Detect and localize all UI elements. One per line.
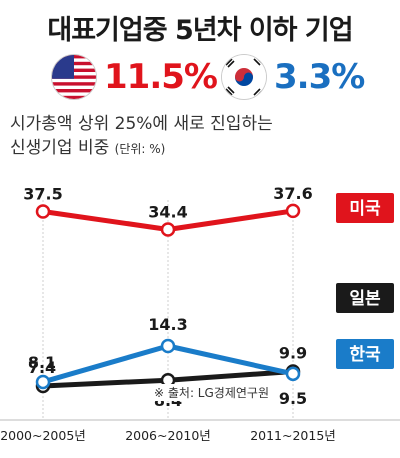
legend-label: 한국 xyxy=(349,345,381,365)
legend-tag-한국 xyxy=(336,339,394,369)
data-label: 8.1 xyxy=(28,353,56,372)
x-tick-label: 2011~2015년 xyxy=(250,428,336,443)
unit-label: (단위: %) xyxy=(114,142,166,156)
data-label: 37.5 xyxy=(23,185,62,204)
data-label: 34.4 xyxy=(148,202,187,221)
us-headline: 11.5% xyxy=(52,54,218,100)
legend-label: 일본 xyxy=(349,289,381,309)
data-label: 7.4 xyxy=(28,358,56,377)
subtitle-line1: 시가총액 상위 25%에 새로 진입하는 xyxy=(10,114,273,134)
korea-ratio: 3.3% xyxy=(274,57,365,97)
data-label: 9.9 xyxy=(279,344,307,363)
data-label: 9.5 xyxy=(279,389,307,408)
data-point xyxy=(160,222,176,237)
x-tick-label: 2000~2005년 xyxy=(0,428,86,443)
x-tick-label: 2006~2010년 xyxy=(125,428,211,443)
chart-title: 대표기업중 5년차 이하 기업 xyxy=(47,15,353,46)
data-point xyxy=(285,366,301,382)
chart-subtitle: 시가총액 상위 25%에 새로 진입하는 신생기업 비중 (단위: %) xyxy=(10,112,273,161)
legend-tag-일본 xyxy=(336,283,394,313)
data-label: 37.6 xyxy=(273,184,312,203)
korea-flag-icon xyxy=(222,55,266,99)
data-point xyxy=(35,204,51,219)
source-note: ※ 출처: LG경제연구원 xyxy=(152,384,271,401)
us-ratio: 11.5% xyxy=(104,57,218,97)
data-point xyxy=(160,338,176,354)
korea-headline: 3.3% xyxy=(222,54,365,100)
legend-tag-미국 xyxy=(336,193,394,223)
data-point xyxy=(35,374,51,390)
data-point xyxy=(285,203,301,219)
us-flag-icon xyxy=(52,55,96,99)
subtitle-line2: 신생기업 비중 xyxy=(10,138,110,158)
data-label: 14.3 xyxy=(148,315,187,334)
legend-label: 미국 xyxy=(349,199,381,219)
